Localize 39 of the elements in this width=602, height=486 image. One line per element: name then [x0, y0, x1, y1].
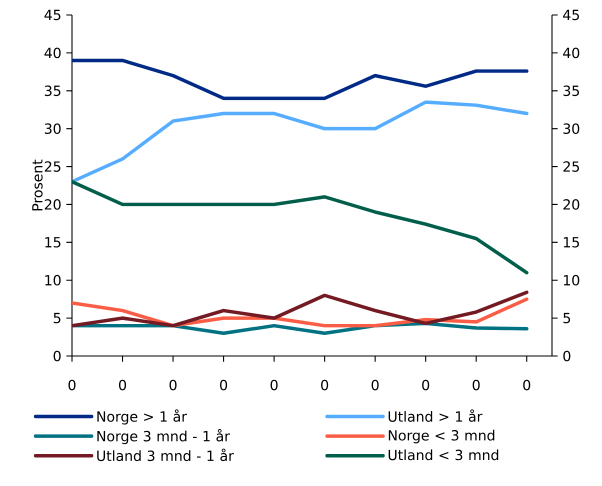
x-tick-label: 0 [170, 380, 177, 390]
y-tick-label: 40 [44, 48, 61, 58]
x-tick-label: 0 [118, 380, 126, 390]
y-tick-label: 15 [45, 237, 60, 248]
y-tick-label: 35 [44, 85, 60, 96]
y-tick-label: 5 [54, 312, 60, 324]
x-tick-label: 0 [220, 380, 228, 390]
x-tick-label: 0 [472, 380, 480, 390]
legend-label: Norge 3 mnd - 1 år [97, 428, 230, 444]
legend-label: Utland > 1 år [388, 409, 482, 422]
y-tick-label: 30 [44, 123, 61, 134]
y2-tick-label: 15 [564, 237, 579, 248]
x-tick-label: 0 [523, 380, 530, 390]
y-tick-label: 45 [44, 10, 60, 20]
y2-tick-label: 0 [563, 350, 570, 362]
x-tick-label: 0 [68, 380, 76, 390]
y-tick-label: 25 [44, 161, 60, 172]
y2-tick-label: 35 [563, 85, 579, 96]
x-tick-label: 0 [422, 380, 430, 390]
legend-label: Utland < 3 mnd [388, 449, 498, 460]
y2-tick-label: 30 [563, 123, 580, 134]
line-series [72, 100, 528, 184]
y2-tick-label: 5 [563, 312, 570, 324]
x-tick-label: 0 [321, 380, 328, 390]
y-tick-label: 20 [44, 199, 61, 210]
y2-tick-label: 45 [563, 10, 579, 20]
y-axis-title: Prosent [32, 160, 43, 210]
y2-tick-label: 25 [563, 161, 579, 172]
line-series [72, 290, 528, 328]
x-tick-label: 0 [372, 380, 379, 390]
legend-label: Norge < 3 mnd [388, 430, 494, 444]
x-tick-label: 0 [270, 380, 278, 390]
y-tick-label: 10 [45, 274, 61, 286]
legend-label: Norge > 1 år [97, 409, 188, 425]
legend-label: Utland 3 mnd - 1 år [97, 448, 234, 462]
y2-tick-label: 40 [563, 48, 580, 58]
y2-tick-label: 20 [563, 199, 580, 210]
y-tick-label: 0 [54, 350, 61, 362]
y2-tick-label: 10 [564, 274, 580, 286]
